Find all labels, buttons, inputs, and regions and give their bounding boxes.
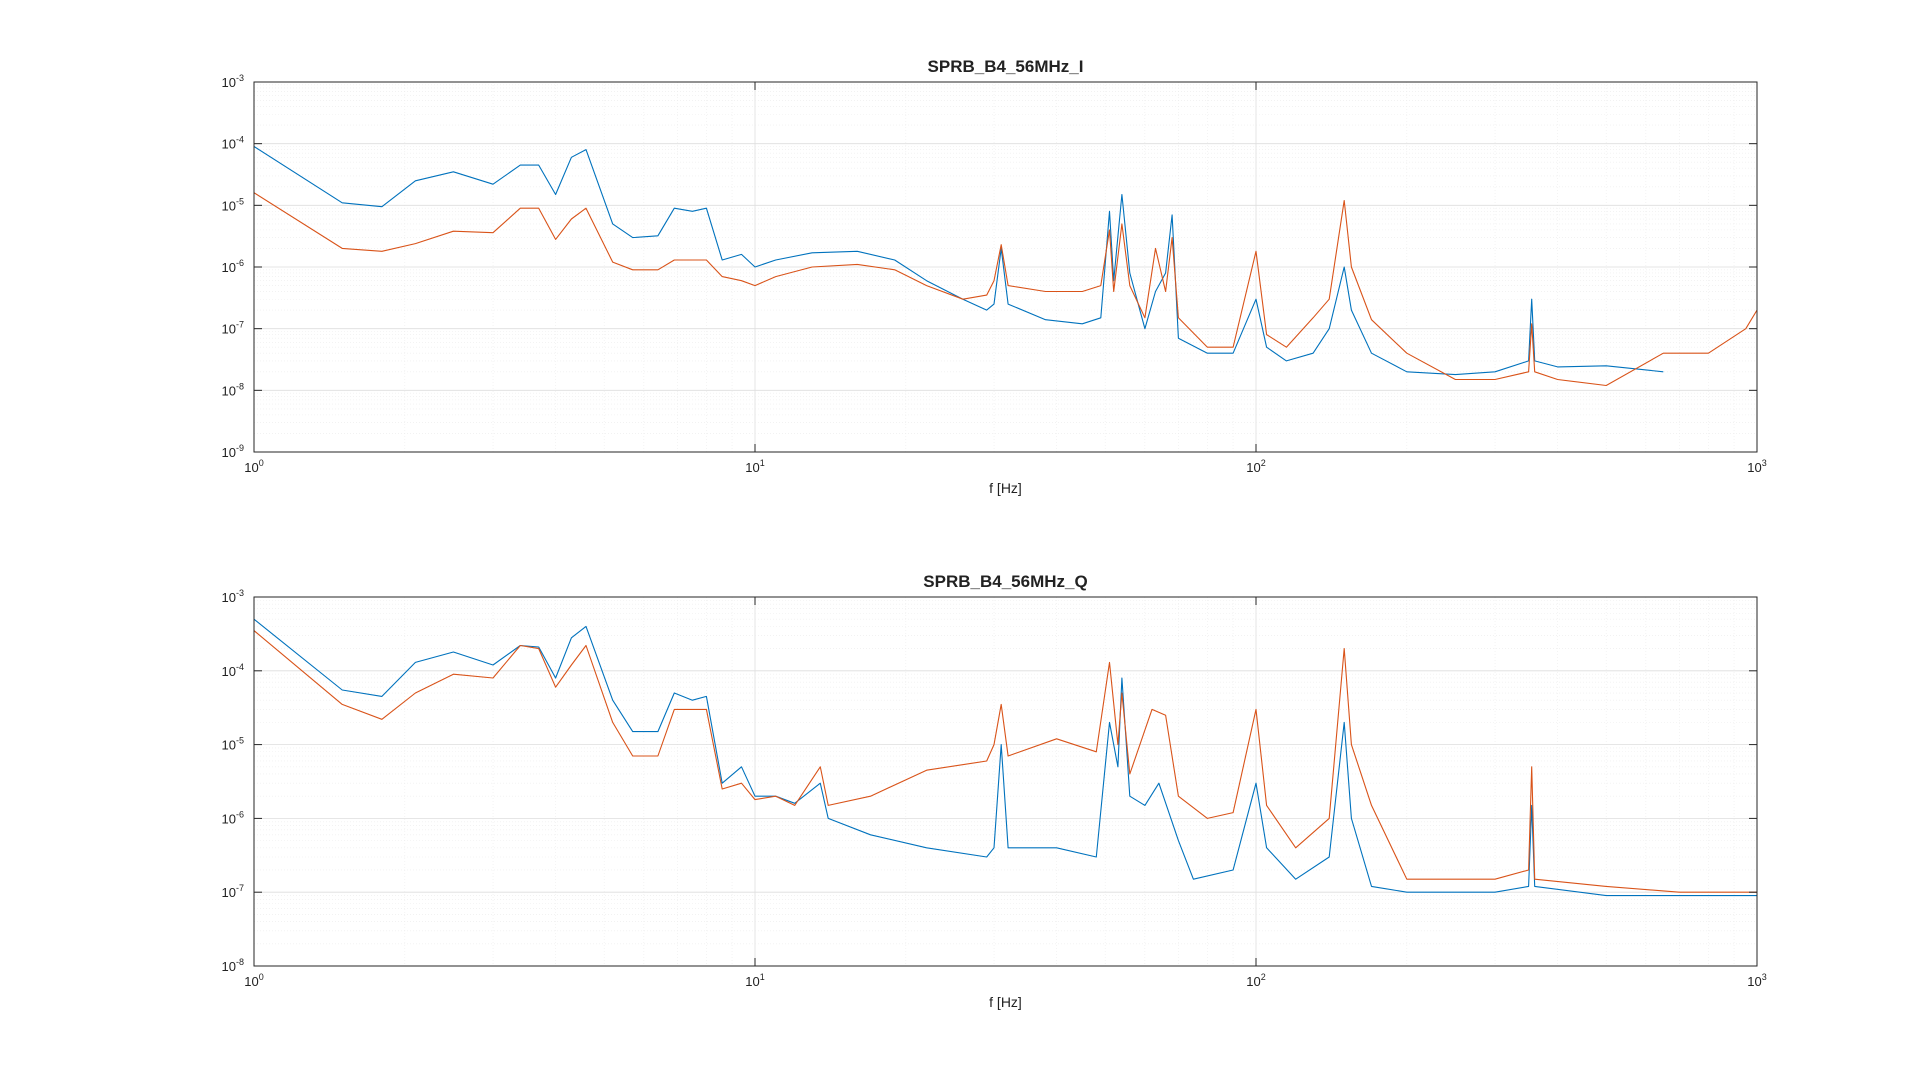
x-tick-label: 102: [1246, 972, 1265, 989]
x-tick-label: 103: [1747, 458, 1766, 475]
y-tick-label: 10-3: [222, 73, 244, 90]
series-line-1: [253, 146, 1664, 376]
y-tick-label: 10-6: [222, 809, 244, 826]
chart-title: SPRB_B4_56MHz_Q: [923, 572, 1087, 591]
x-tick-label: 101: [745, 972, 764, 989]
y-tick-labels: 10-8 10-7 10-6 10-5 10-4 10-3: [222, 588, 244, 974]
spectrum-panel-q: 100 101 102 103 10-8 10-7 10-6 10-5 10-4 10-3 SP…: [222, 572, 1767, 1010]
chart-title: SPRB_B4_56MHz_I: [928, 57, 1084, 76]
y-tick-label: 10-7: [222, 883, 244, 900]
x-tick-label: 101: [745, 458, 764, 475]
x-tick-label: 103: [1747, 972, 1766, 989]
y-tick-label: 10-4: [222, 135, 244, 152]
y-tick-label: 10-8: [222, 957, 244, 974]
axes-box: [253, 596, 1758, 967]
y-tick-label: 10-8: [222, 381, 244, 398]
x-tick-label: 100: [244, 458, 263, 475]
spectrum-panel-i: 100 101 102 103 10-910-810-710-610-510-410-…: [222, 57, 1767, 496]
x-axis-label: f [Hz]: [989, 480, 1022, 496]
axes-frame: [253, 596, 1758, 967]
y-tick-label: 10-5: [222, 736, 244, 753]
series-group: [253, 618, 1757, 897]
y-tick-label: 10-6: [222, 258, 244, 275]
x-tick-label: 102: [1246, 458, 1265, 475]
y-tick-label: 10-3: [222, 588, 244, 605]
y-tick-label: 10-5: [222, 196, 244, 213]
y-tick-labels: 10-9 10-8 10-7 10-6 10-5 10-4 10-3: [222, 73, 244, 460]
series-line-2: [253, 630, 1757, 893]
x-tick-labels: 100 101 102 103: [244, 972, 1766, 989]
x-tick-labels: 100 101 102 103: [244, 458, 1766, 475]
y-tick-label: 10-7: [222, 320, 244, 337]
x-axis-label: f [Hz]: [989, 994, 1022, 1010]
grid: [253, 597, 1757, 967]
x-tick-label: 100: [244, 972, 263, 989]
y-tick-label: 10-4: [222, 662, 244, 679]
series-group: [253, 146, 1758, 387]
axes-frame: [253, 81, 1758, 453]
series-line-1: [253, 618, 1757, 897]
y-tick-label: 10-9: [222, 443, 244, 460]
series-line-2: [253, 192, 1758, 387]
